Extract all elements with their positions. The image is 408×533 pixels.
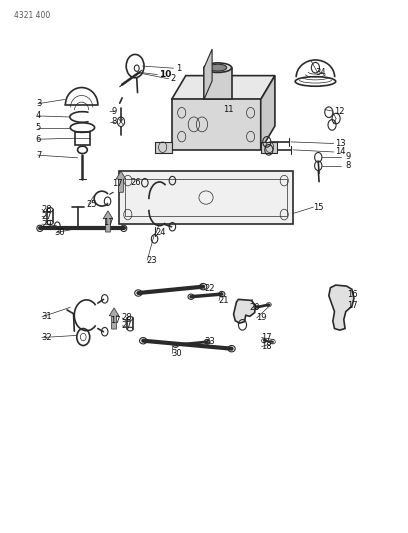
Text: 11: 11 [224,104,234,114]
Text: 7: 7 [36,151,41,160]
Text: 17: 17 [110,316,121,325]
Text: 4321 400: 4321 400 [13,11,50,20]
Ellipse shape [209,64,227,71]
Text: 17: 17 [261,333,271,342]
Text: 9: 9 [112,107,117,116]
Text: 30: 30 [54,228,65,237]
Polygon shape [204,49,212,100]
Polygon shape [261,142,277,152]
Text: 32: 32 [41,333,52,342]
Polygon shape [261,76,275,150]
Text: 20: 20 [249,303,260,312]
Polygon shape [172,76,275,100]
Text: 21: 21 [218,296,228,305]
Text: 29: 29 [41,220,51,229]
Text: 26: 26 [130,177,141,187]
Text: 10: 10 [160,70,172,79]
Text: 27: 27 [41,212,52,221]
Text: 8: 8 [345,161,350,169]
Polygon shape [116,171,126,192]
Text: 15: 15 [313,203,324,212]
Text: 1: 1 [175,64,181,72]
Text: 17: 17 [103,218,113,227]
Text: 18: 18 [261,342,271,351]
Polygon shape [109,308,119,329]
Text: 14: 14 [335,148,346,157]
Text: 27: 27 [121,321,131,330]
Polygon shape [329,285,354,330]
Text: 12: 12 [334,107,344,116]
Text: 22: 22 [204,284,215,293]
Text: 16: 16 [347,289,357,298]
Text: 24: 24 [155,228,166,237]
Text: 3: 3 [36,99,41,108]
Ellipse shape [204,63,232,72]
Text: 6: 6 [36,135,41,144]
Polygon shape [119,171,293,224]
Text: 31: 31 [41,312,52,321]
Text: 28: 28 [41,205,52,214]
Polygon shape [172,100,261,150]
Text: 25: 25 [86,200,97,209]
Text: 2: 2 [171,74,176,83]
Text: 33: 33 [204,337,215,346]
Polygon shape [155,142,172,152]
Polygon shape [234,300,255,323]
Text: 34: 34 [315,68,326,77]
Text: 17: 17 [112,179,122,188]
Polygon shape [204,68,232,100]
Text: 17: 17 [347,301,357,310]
Text: 13: 13 [335,139,346,148]
Text: 5: 5 [36,123,41,132]
Text: 9: 9 [345,152,350,161]
Text: 4: 4 [36,111,41,120]
Polygon shape [103,211,113,232]
Text: 8: 8 [112,117,117,126]
Text: 28: 28 [121,313,131,322]
Text: 19: 19 [256,313,266,322]
Text: 23: 23 [146,256,157,265]
Text: 30: 30 [172,349,182,358]
